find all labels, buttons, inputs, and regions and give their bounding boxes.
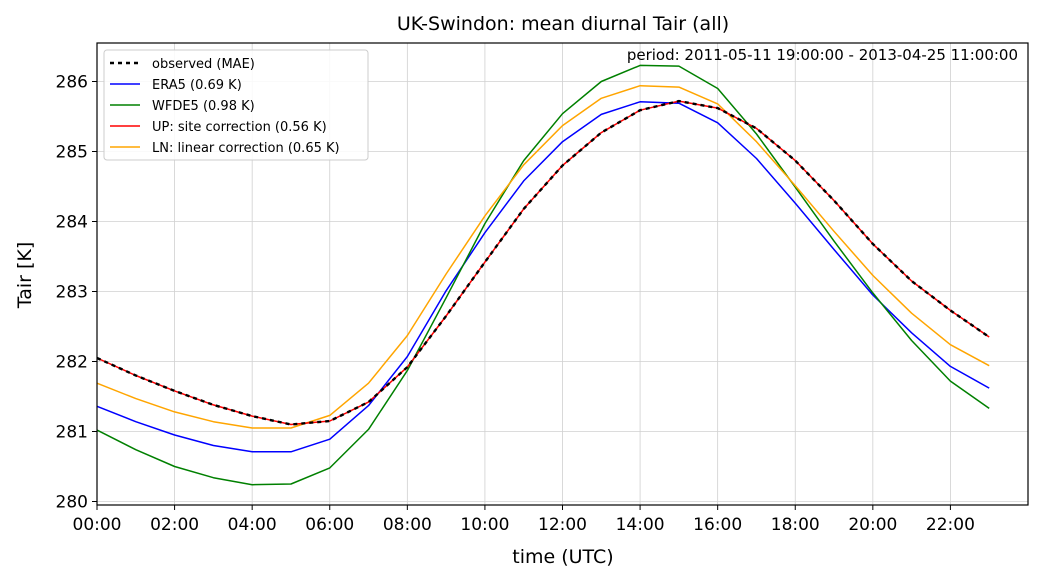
legend: observed (MAE) ERA5 (0.69 K) WFDE5 (0.98 K… — [103, 49, 369, 161]
y-tick-label: 281 — [56, 423, 88, 443]
legend-label-1: ERA5 (0.69 K) — [152, 78, 242, 93]
series-line-2 — [96, 64, 990, 486]
series-line-0 — [96, 99, 990, 426]
x-tick-label: 02:00 — [150, 515, 199, 535]
axis-ticks: 00:00 02:00 04:00 06:00 08:00 10:00 12:00 14:00… — [56, 73, 975, 536]
legend-box — [103, 49, 369, 161]
x-tick-label: 18:00 — [771, 515, 820, 535]
legend-label-0: observed (MAE) — [152, 57, 255, 72]
series-line-4 — [96, 84, 990, 429]
y-tick-label: 286 — [56, 73, 88, 93]
x-tick-label: 12:00 — [538, 515, 587, 535]
x-tick-label: 22:00 — [926, 515, 975, 535]
legend-label-3: UP: site correction (0.56 K) — [152, 120, 327, 135]
x-tick-label: 08:00 — [383, 515, 432, 535]
y-tick-label: 283 — [56, 283, 88, 303]
y-tick-label: 284 — [56, 213, 88, 233]
legend-label-4: LN: linear correction (0.65 K) — [152, 141, 340, 156]
y-tick-label: 282 — [56, 353, 88, 373]
series-line-1 — [96, 101, 990, 453]
x-tick-label: 16:00 — [693, 515, 742, 535]
chart-title: UK-Swindon: mean diurnal Tair (all) — [397, 13, 729, 35]
y-tick-label: 285 — [56, 143, 88, 163]
x-tick-label: 00:00 — [73, 515, 122, 535]
x-tick-label: 06:00 — [305, 515, 354, 535]
series-lines — [96, 64, 990, 486]
legend-label-2: WFDE5 (0.98 K) — [152, 99, 255, 114]
x-tick-label: 10:00 — [460, 515, 509, 535]
y-tick-label: 280 — [56, 493, 88, 513]
x-tick-label: 20:00 — [848, 515, 897, 535]
y-axis-label: Tair [K] — [14, 242, 36, 310]
period-annotation: period: 2011-05-11 19:00:00 - 2013-04-25… — [627, 46, 1018, 64]
x-tick-label: 14:00 — [616, 515, 665, 535]
x-tick-label: 04:00 — [228, 515, 277, 535]
x-axis-label: time (UTC) — [512, 546, 613, 568]
